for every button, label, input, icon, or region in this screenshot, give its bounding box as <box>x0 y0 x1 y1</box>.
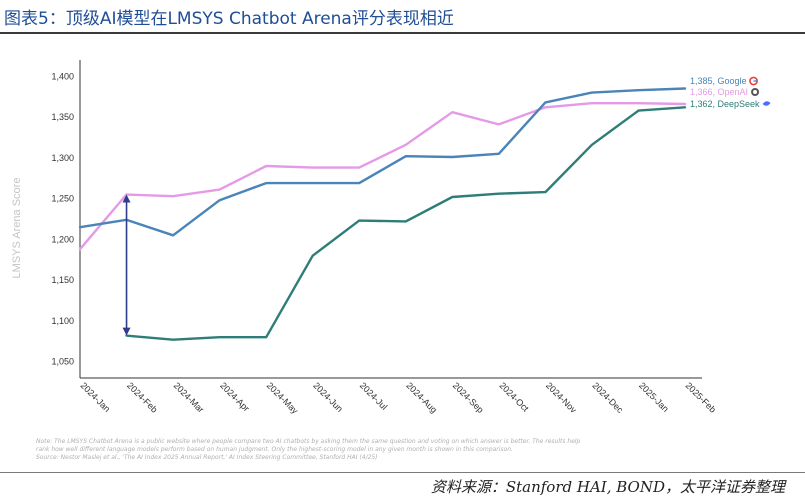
y-tick-label: 1,400 <box>51 71 74 81</box>
x-tick-label: 2024-Jul <box>358 380 389 411</box>
y-tick-label: 1,350 <box>51 112 74 122</box>
title-divider <box>0 32 805 34</box>
series-label-deepseek: 1,362, DeepSeek <box>690 99 760 109</box>
gap-arrow-head-bottom <box>122 327 131 336</box>
x-tick-label: 2024-Jan <box>79 380 113 414</box>
series-group <box>78 87 687 341</box>
y-tick-label: 1,300 <box>51 153 74 163</box>
y-tick-label: 1,100 <box>51 316 74 326</box>
x-tick-label: 2024-Aug <box>404 380 439 415</box>
note-line: Source: Nestor Maslej et al., 'The AI In… <box>36 454 378 461</box>
x-tick-label: 2024-Oct <box>497 380 531 414</box>
y-tick-label: 1,050 <box>51 357 74 367</box>
series-label-google: 1,385, Google <box>690 76 747 86</box>
x-tick-label: 2024-Feb <box>125 380 159 414</box>
x-tick-label: 2024-Sep <box>451 380 486 415</box>
note-line: rank how well different language models … <box>36 446 513 453</box>
x-tick-label: 2025-Feb <box>684 380 718 414</box>
deepseek-whale-icon <box>762 101 771 106</box>
y-tick-label: 1,200 <box>51 234 74 244</box>
google-g-icon <box>749 76 758 86</box>
bottom-divider <box>0 472 805 473</box>
x-tick-label: 2024-Apr <box>218 380 251 413</box>
series-line-deepseek <box>125 106 687 341</box>
series-label-openai: 1,366, OpenAI <box>690 87 748 97</box>
chart-title: 图表5：顶级AI模型在LMSYS Chatbot Arena评分表现相近 <box>4 9 454 29</box>
note-line: Note: The LMSYS Chatbot Arena is a publi… <box>36 438 581 445</box>
y-tick-label: 1,150 <box>51 275 74 285</box>
chart-note: Note: The LMSYS Chatbot Arena is a publi… <box>36 438 796 462</box>
source-text: 资料来源：Stanford HAI, BOND，太平洋证券整理 <box>430 478 785 496</box>
y-ticks: 1,050 1,100 1,150 1,200 1,250 1,300 1,350 1,400 <box>51 71 74 366</box>
x-ticks: 2024-Jan 2024-Feb 2024-Mar 2024-Apr 2024-May… <box>79 380 718 416</box>
y-axis-label: LMSYS Arena Score <box>11 178 23 279</box>
annotation-group <box>122 194 131 336</box>
gap-arrow-head-top <box>122 194 131 203</box>
y-tick-label: 1,250 <box>51 194 74 204</box>
x-tick-label: 2024-Jun <box>311 380 345 414</box>
x-tick-label: 2024-Dec <box>591 380 626 415</box>
x-tick-label: 2024-Mar <box>172 380 206 414</box>
series-line-google <box>78 87 687 237</box>
x-tick-label: 2025-Jan <box>637 380 671 414</box>
series-line-openai <box>78 101 687 251</box>
x-tick-label: 2024-Nov <box>544 380 579 415</box>
openai-logo-icon <box>751 88 760 96</box>
x-tick-label: 2024-May <box>265 380 301 416</box>
